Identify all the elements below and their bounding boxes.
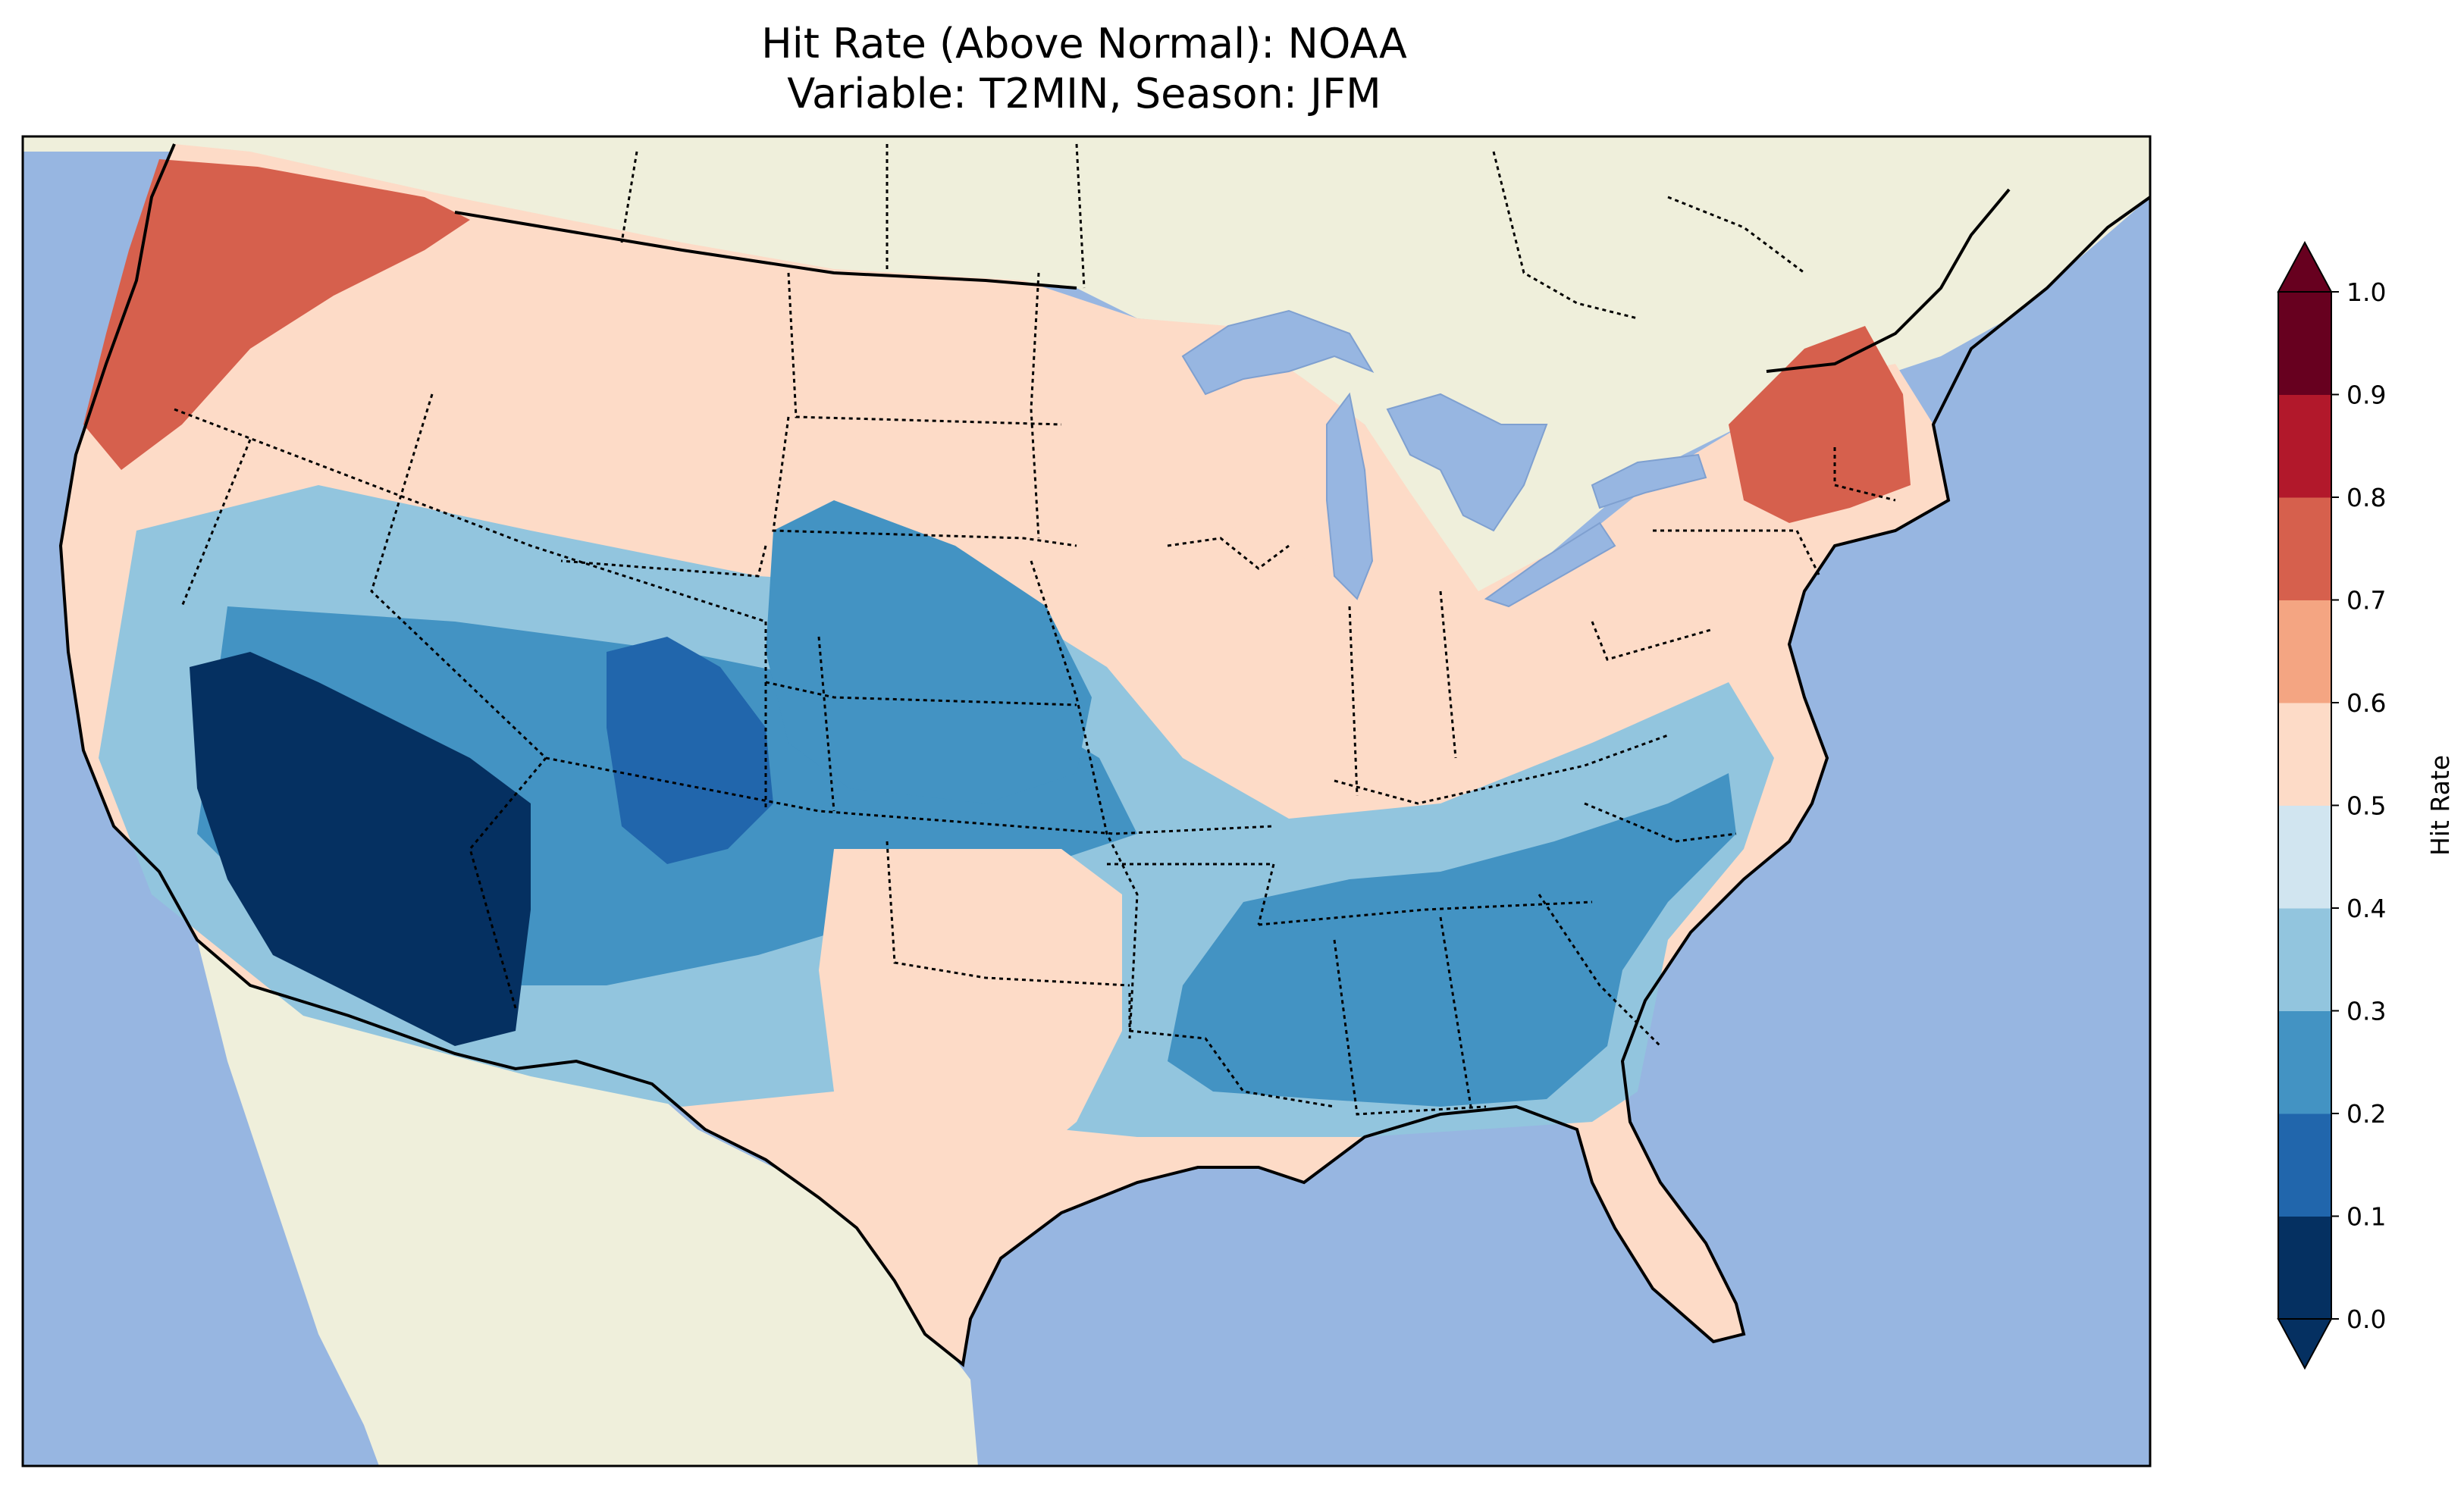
colorbar-tick-label: 0.0 (2346, 1305, 2386, 1334)
colorbar: 0.0 0.1 0.2 0.3 0.4 0.5 0.6 0.7 0.8 0.9 1.0 Hit Rat… (2277, 240, 2455, 1370)
region-7 (766, 500, 1092, 803)
colorbar-tick-label: 0.8 (2346, 483, 2386, 512)
colorbar-tick-label: 0.2 (2346, 1099, 2386, 1129)
region-2 (1168, 773, 1736, 1107)
region-3 (83, 159, 470, 470)
baja-land (208, 940, 425, 1417)
colorbar-segment (2278, 1010, 2331, 1114)
coastline (58, 143, 2150, 1367)
colorbar-extend-min (2277, 1318, 2333, 1370)
map-title-line2: Variable: T2MIN, Season: JFM (787, 70, 1381, 117)
region-4 (1729, 326, 1911, 523)
colorbar-segment (2278, 805, 2331, 909)
map-title-line1: Hit Rate (Above Normal): NOAA (761, 20, 1407, 67)
colorbar-tick-label: 0.3 (2346, 997, 2386, 1026)
colorbar-tick-label: 0.7 (2346, 586, 2386, 615)
region-1 (607, 637, 773, 864)
colorbar-segment (2278, 908, 2331, 1011)
colorbar-segment (2278, 1113, 2331, 1217)
map-frame (21, 135, 2152, 1467)
colorbar-extend-max (2277, 240, 2333, 293)
colorbar-tick-label: 1.0 (2346, 277, 2386, 307)
colorbar-segment (2278, 292, 2331, 395)
colorbar-tick-label: 0.5 (2346, 791, 2386, 821)
state-borders (174, 143, 1896, 1116)
colorbar-tick-label: 0.6 (2346, 688, 2386, 718)
colorbar-tick-label: 0.9 (2346, 381, 2386, 410)
colorbar-segment (2278, 497, 2331, 600)
colorbar-segment (2278, 600, 2331, 703)
colorbar-segment (2278, 394, 2331, 498)
colorbar-segment (2278, 703, 2331, 806)
colorbar-tick-label: 0.4 (2346, 894, 2386, 923)
map-area (23, 136, 2150, 1466)
colorbar-tick-label: 0.1 (2346, 1202, 2386, 1232)
region-0 (190, 652, 531, 1046)
colorbar-segment (2278, 1216, 2331, 1320)
colorbar-label: Hit Rate (2425, 755, 2455, 856)
great-lakes (1181, 309, 1707, 608)
